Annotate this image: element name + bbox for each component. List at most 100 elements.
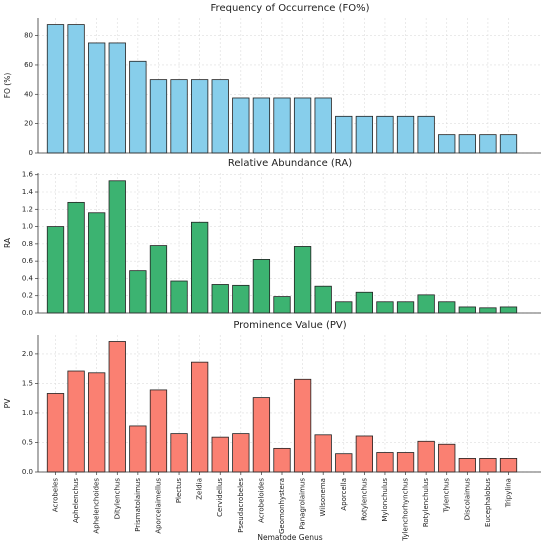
bar bbox=[170, 433, 188, 473]
x-tick-label: Aporcella bbox=[340, 478, 348, 511]
bar bbox=[191, 221, 209, 314]
bar bbox=[252, 397, 271, 473]
x-tick-label: Tripylina bbox=[504, 478, 512, 508]
x-tick-label: Geomonhystera bbox=[278, 478, 286, 534]
bar bbox=[149, 245, 168, 314]
x-tick-label: Mylonchulus bbox=[381, 478, 389, 522]
bar bbox=[170, 79, 188, 154]
bar bbox=[129, 425, 147, 473]
bar bbox=[376, 115, 394, 154]
bar bbox=[335, 453, 353, 473]
bar bbox=[129, 270, 147, 314]
bar bbox=[46, 393, 65, 473]
bar bbox=[149, 79, 168, 154]
x-tick-label: Aphelenchus bbox=[72, 478, 80, 523]
bar bbox=[211, 284, 229, 314]
x-tick-label: Panagrolaimus bbox=[299, 478, 307, 530]
bar bbox=[314, 285, 332, 314]
bar bbox=[458, 306, 476, 314]
y-tick-label: 0.5 bbox=[22, 438, 33, 446]
y-tick-label: 0.4 bbox=[22, 274, 34, 282]
x-tick-label: Tylenchus bbox=[443, 478, 451, 514]
x-tick-label: Rotylenchulus bbox=[422, 478, 430, 528]
x-axis-label: Nematode Genus bbox=[257, 533, 322, 542]
bar bbox=[293, 378, 312, 473]
x-tick-label: Plectus bbox=[175, 478, 183, 504]
bar bbox=[458, 134, 476, 154]
bar bbox=[396, 452, 415, 473]
y-tick-label: 0.2 bbox=[22, 292, 33, 300]
bar bbox=[88, 42, 106, 154]
bar bbox=[293, 97, 312, 154]
x-tick-label: Prismatolaimus bbox=[134, 478, 142, 532]
x-tick-label: Zeldia bbox=[196, 478, 204, 500]
bar bbox=[108, 42, 126, 154]
y-axis-label: PV bbox=[3, 398, 12, 409]
bar bbox=[458, 458, 476, 473]
y-tick-label: 0.8 bbox=[22, 240, 33, 248]
x-tick-label: Acrobeloides bbox=[257, 478, 265, 523]
bar bbox=[417, 115, 435, 154]
x-tick-label: Discolaimus bbox=[463, 478, 471, 521]
bar bbox=[191, 79, 209, 154]
x-tick-label: Ditylenchus bbox=[113, 478, 121, 520]
bar bbox=[335, 115, 353, 154]
y-tick-label: 80 bbox=[24, 32, 33, 40]
bar bbox=[479, 134, 497, 154]
bar bbox=[46, 226, 65, 314]
bar bbox=[396, 301, 415, 314]
bar bbox=[88, 372, 106, 473]
y-tick-label: 20 bbox=[24, 120, 33, 128]
bar bbox=[314, 97, 332, 154]
bar bbox=[376, 301, 394, 314]
bar bbox=[438, 443, 456, 473]
y-tick-label: 1.5 bbox=[22, 379, 33, 387]
bar bbox=[232, 97, 250, 154]
bar bbox=[67, 370, 85, 473]
bar bbox=[396, 115, 415, 154]
bar bbox=[149, 389, 168, 473]
bar bbox=[191, 361, 209, 473]
bar bbox=[129, 60, 147, 154]
y-axis-label: RA bbox=[3, 237, 12, 248]
bar bbox=[273, 97, 291, 154]
bar bbox=[67, 24, 85, 154]
bar bbox=[479, 458, 497, 473]
y-tick-label: 60 bbox=[24, 61, 33, 69]
y-tick-label: 1.0 bbox=[22, 223, 33, 231]
x-tick-label: Wilsonema bbox=[319, 478, 327, 516]
x-tick-label: Aporcelaimellus bbox=[154, 478, 162, 534]
bar bbox=[355, 115, 373, 154]
x-tick-label: Eucephalobus bbox=[484, 478, 492, 527]
bar bbox=[479, 307, 497, 314]
bar bbox=[170, 280, 188, 314]
y-tick-label: 0.6 bbox=[22, 257, 34, 265]
bar bbox=[252, 97, 271, 154]
bar bbox=[232, 284, 250, 314]
bar bbox=[335, 301, 353, 314]
bar bbox=[273, 296, 291, 314]
bar bbox=[108, 341, 126, 473]
y-tick-label: 1.2 bbox=[22, 205, 33, 213]
bar bbox=[211, 79, 229, 154]
x-tick-label: Acrobeles bbox=[52, 478, 60, 513]
y-tick-label: 1.6 bbox=[22, 171, 34, 179]
bar bbox=[108, 180, 126, 314]
x-tick-label: Aphelenchoides bbox=[93, 478, 101, 534]
x-tick-label: Tylenchorhynchus bbox=[402, 478, 410, 542]
bar bbox=[376, 452, 394, 473]
bar bbox=[355, 435, 373, 473]
bar bbox=[88, 212, 106, 314]
bar bbox=[499, 306, 518, 314]
bar bbox=[499, 458, 518, 473]
chart-title: Relative Abundance (RA) bbox=[228, 158, 352, 169]
chart-title: Frequency of Occurrence (FO%) bbox=[211, 3, 370, 14]
chart-title: Prominence Value (PV) bbox=[233, 320, 346, 331]
y-tick-label: 1.4 bbox=[22, 188, 34, 196]
y-axis-label: FO (%) bbox=[3, 73, 12, 99]
y-tick-label: 2.0 bbox=[22, 350, 33, 358]
bar bbox=[499, 134, 518, 154]
bar bbox=[417, 294, 435, 314]
bar bbox=[252, 259, 271, 314]
